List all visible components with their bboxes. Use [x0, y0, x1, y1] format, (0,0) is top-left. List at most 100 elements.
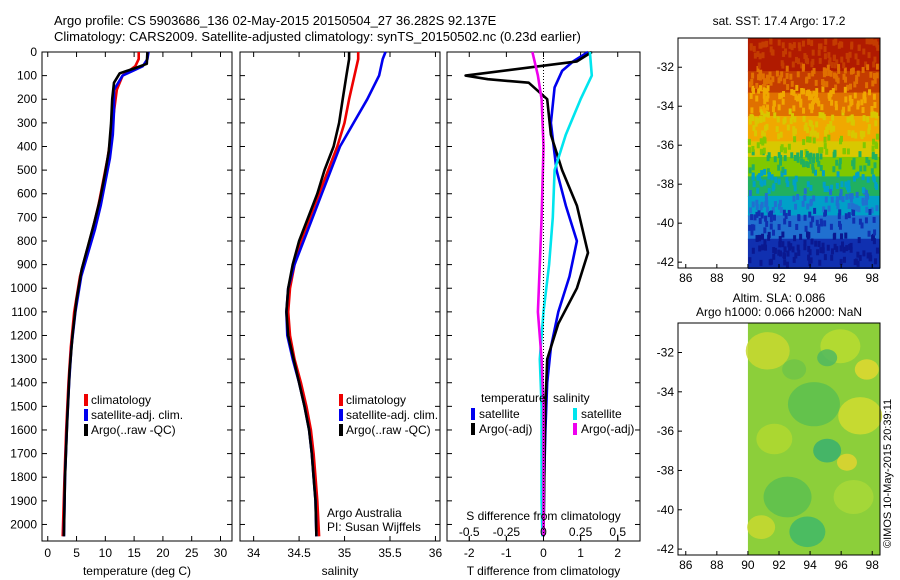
sst-texture: [857, 237, 861, 244]
salinity-frame: [239, 51, 441, 542]
sst-texture: [784, 48, 788, 55]
sst-texture: [793, 116, 797, 123]
sst-texture: [829, 90, 833, 97]
sst-texture: [845, 193, 849, 200]
sst-texture: [856, 100, 860, 107]
sst-texture: [852, 203, 856, 210]
sst-texture: [757, 87, 761, 94]
sst-texture: [839, 245, 843, 252]
sst-map-xtick-label: 96: [834, 271, 848, 285]
sst-texture: [772, 214, 776, 221]
sst-texture: [847, 130, 851, 137]
sst-texture: [844, 232, 848, 239]
sst-texture: [843, 76, 847, 83]
sst-texture: [788, 42, 792, 49]
sst-texture: [748, 190, 752, 197]
sst-texture: [768, 259, 772, 266]
depth-tick-label: 1100: [11, 305, 37, 319]
sst-texture: [830, 62, 834, 69]
sst-texture: [820, 104, 824, 111]
sst-texture: [754, 120, 758, 127]
sst-texture: [819, 247, 823, 254]
sst-texture: [778, 241, 782, 248]
sst-texture: [769, 210, 773, 217]
temperature-xtick-label: 0: [44, 546, 51, 560]
sst-texture: [872, 238, 876, 245]
sst-texture: [756, 174, 760, 181]
sst-texture: [755, 95, 759, 102]
sst-texture: [762, 92, 766, 99]
sst-texture: [862, 250, 866, 257]
difference-legend-swatch: [573, 423, 577, 435]
sst-texture: [849, 196, 853, 203]
sst-texture: [801, 200, 805, 207]
difference-legend-label: Argo(-adj): [581, 422, 634, 436]
depth-tick-label: 1400: [10, 376, 37, 390]
salinity-legend-swatch: [339, 409, 343, 421]
sst-texture: [803, 53, 807, 60]
sst-texture: [786, 84, 790, 91]
sst-texture: [777, 203, 781, 210]
sst-texture: [843, 67, 847, 74]
sst-texture: [868, 89, 872, 96]
sst-texture: [844, 181, 848, 188]
salinity-annotation-2: PI: Susan Wijffels: [327, 520, 421, 534]
sst-texture: [834, 100, 838, 107]
sst-texture: [777, 224, 781, 231]
temperature-series-argo: [62, 51, 149, 537]
sst-texture: [871, 234, 875, 241]
sst-texture: [860, 133, 864, 140]
sst-texture: [753, 214, 757, 221]
sst-texture: [789, 243, 793, 250]
sst-texture: [755, 211, 759, 218]
sst-texture: [762, 136, 766, 143]
sst-texture: [826, 185, 830, 192]
sst-texture: [791, 246, 795, 253]
sst-texture: [841, 241, 845, 248]
sst-texture: [765, 123, 769, 130]
sst-texture: [806, 136, 810, 143]
sst-texture: [803, 194, 807, 201]
depth-tick-label: 900: [17, 258, 37, 272]
sst-texture: [803, 239, 807, 246]
sst-texture: [864, 61, 868, 68]
sla-map-title: Altim. SLA: 0.086: [733, 291, 826, 305]
sst-texture: [814, 79, 818, 86]
sst-texture: [752, 45, 756, 52]
sst-texture: [764, 196, 768, 203]
sst-texture: [762, 111, 766, 118]
sst-texture: [830, 248, 834, 255]
sst-texture: [829, 223, 833, 230]
sst-texture: [874, 182, 878, 189]
sst-texture: [867, 128, 871, 135]
sst-texture: [784, 213, 788, 220]
sst-texture: [823, 46, 827, 53]
sst-texture: [840, 181, 844, 188]
sst-texture: [796, 58, 800, 65]
sst-texture: [808, 103, 812, 110]
sst-texture: [780, 170, 784, 177]
sst-texture: [833, 150, 837, 157]
sst-texture: [871, 80, 875, 87]
sst-texture: [748, 118, 752, 125]
sst-map-ytick-label: -32: [657, 60, 675, 74]
difference-s-xlabel: S difference from climatology: [466, 509, 621, 523]
sst-texture: [781, 231, 785, 238]
sst-texture: [839, 135, 843, 142]
sst-texture: [825, 148, 829, 155]
sst-texture: [759, 259, 763, 266]
sst-texture: [781, 241, 785, 248]
difference-xtick-label: -1: [501, 546, 512, 560]
sst-texture: [750, 107, 754, 114]
sla-map-xtick-label: 88: [710, 558, 724, 572]
sst-texture: [817, 240, 821, 247]
temperature-legend-swatch: [84, 409, 88, 421]
sst-texture: [875, 112, 879, 119]
temperature-xtick-label: 30: [214, 546, 228, 560]
sst-texture: [875, 205, 879, 212]
sla-anomaly-blob: [782, 359, 807, 380]
sst-texture: [807, 89, 811, 96]
sst-texture: [854, 53, 858, 60]
sst-texture: [783, 246, 787, 253]
sst-texture: [791, 61, 795, 68]
